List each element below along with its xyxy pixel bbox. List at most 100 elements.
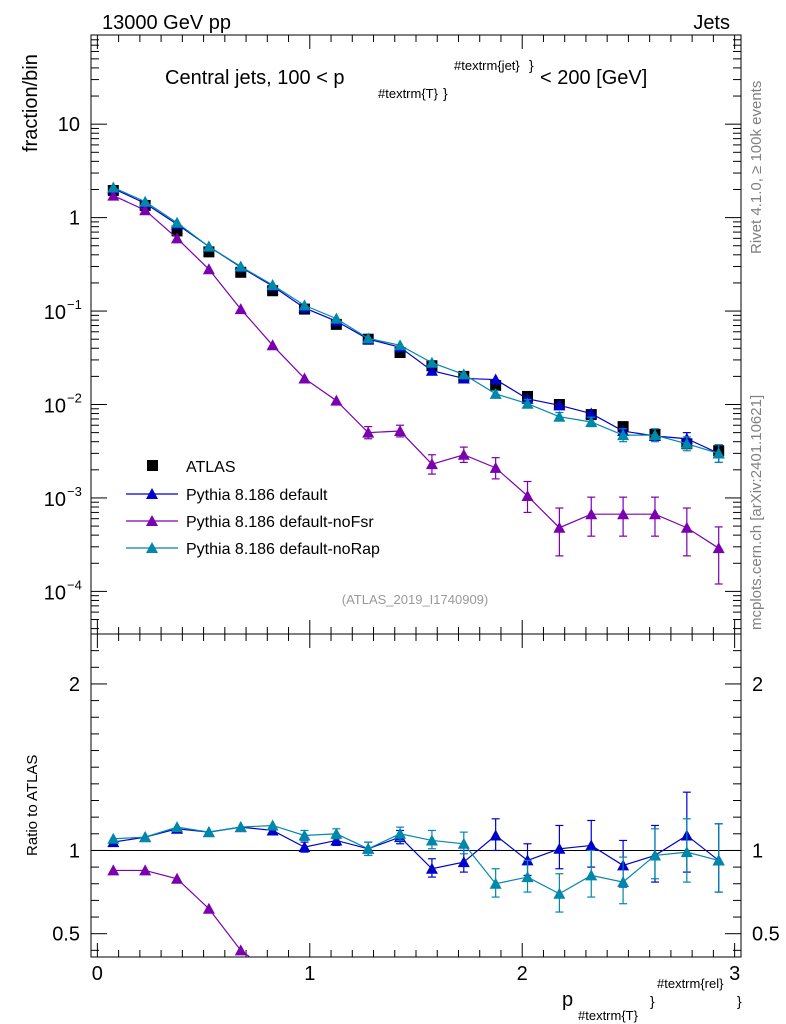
data-point-atlas <box>490 379 502 391</box>
title-text: Central jets, 100 < p <box>165 67 345 89</box>
y-tick-exponent: −3 <box>67 484 82 499</box>
ratio-marker-noRap <box>648 849 661 861</box>
ratio-marker-noFsr <box>617 992 629 1003</box>
energy-label: 13000 GeV pp <box>102 12 231 34</box>
y-tick-exponent: −2 <box>67 391 82 406</box>
marker-noFsr <box>425 458 438 470</box>
svg-text:}: } <box>443 85 448 101</box>
legend-item-default: Pythia 8.186 default <box>126 487 328 504</box>
process-label: Jets <box>693 12 730 34</box>
x-axis-label: p #textrm{T} #textrm{rel} } } <box>562 976 742 1023</box>
marker-noFsr <box>712 542 725 554</box>
ratio-marker-default <box>553 842 566 854</box>
legend-label: Pythia 8.186 default <box>186 487 328 504</box>
legend-marker-triangle <box>146 515 158 526</box>
marker-noFsr <box>457 448 470 460</box>
marker-noFsr <box>330 394 343 406</box>
marker-noFsr <box>171 232 184 244</box>
series-line-default <box>113 187 719 454</box>
ratio-marker-noFsr <box>585 997 597 1008</box>
marker-noFsr <box>234 303 247 315</box>
ratio-marker-default <box>585 839 598 851</box>
ratio-marker-noFsr <box>394 988 406 999</box>
ratio-y-tick-label: 1 <box>69 840 80 862</box>
ratio-marker-noFsr <box>362 994 374 1005</box>
ratio-y-tick-label: 2 <box>69 674 80 696</box>
marker-noRap <box>394 339 407 351</box>
ratio-marker-noRap <box>425 834 438 846</box>
marker-default <box>585 407 598 419</box>
ratio-y-tick-label-right: 2 <box>752 674 763 696</box>
marker-noRap <box>139 195 152 207</box>
ratio-marker-default <box>489 829 502 841</box>
ratio-marker-noRap <box>266 819 279 831</box>
ratio-marker-noRap <box>553 887 566 899</box>
ratio-y-axis-label: Ratio to ATLAS <box>24 755 41 856</box>
ratio-marker-noFsr <box>171 872 184 884</box>
title-superscript: #textrm{jet} <box>454 58 520 73</box>
title-subscript: #textrm{T} <box>378 86 439 101</box>
ratio-marker-noRap <box>107 832 120 844</box>
series-data <box>107 185 725 457</box>
svg-text:}: } <box>737 993 742 1009</box>
ratio-marker-default <box>425 862 438 874</box>
marker-noRap <box>330 312 343 324</box>
ratio-marker-noRap <box>712 854 725 866</box>
ratio-y-tick-label-right: 1 <box>752 840 763 862</box>
marker-noRap <box>648 429 661 441</box>
ratio-marker-noRap <box>171 821 184 833</box>
y-tick-label: 10 <box>44 489 66 511</box>
svg-text:}: } <box>529 57 534 73</box>
svg-text:}: } <box>650 993 655 1009</box>
ratio-marker-noFsr <box>202 902 215 914</box>
marker-noFsr <box>266 339 279 351</box>
ratio-line-noFsr <box>113 869 251 957</box>
y-tick-label: 10 <box>44 302 66 324</box>
analysis-watermark: (ATLAS_2019_I1740909) <box>342 592 488 607</box>
y-axis-label: fraction/bin <box>20 54 42 152</box>
y-tick-label: 10 <box>44 396 66 418</box>
legend-marker-square <box>147 460 158 471</box>
ratio-marker-noRap <box>234 821 247 833</box>
marker-noRap <box>457 368 470 380</box>
series-line-noRap <box>113 186 719 454</box>
y-tick-label: 1 <box>69 208 80 230</box>
legend-label: Pythia 8.186 default-noRap <box>186 541 380 558</box>
marker-noFsr <box>394 425 407 437</box>
marker-noRap <box>617 429 630 441</box>
marker-noFsr <box>617 508 630 520</box>
legend-label: ATLAS <box>186 459 236 476</box>
x-tick-label: 0 <box>92 963 103 985</box>
ratio-marker-noFsr <box>426 996 438 1007</box>
marker-noRap <box>553 410 566 422</box>
marker-noRap <box>425 356 438 368</box>
ratio-plot-frame <box>90 633 742 958</box>
x-label-subscript: #textrm{T} <box>578 1008 639 1023</box>
mcplots-label: mcplots.cern.ch [arXiv:2401.10621] <box>748 395 765 630</box>
marker-default <box>425 364 438 376</box>
legend-marker-triangle <box>146 488 158 499</box>
ratio-series-noFsr <box>107 864 629 1008</box>
series-noRap <box>107 181 725 464</box>
ratio-marker-default <box>330 834 343 846</box>
y-tick-exponent: −4 <box>67 577 82 592</box>
marker-noFsr <box>648 508 661 520</box>
data-point-atlas <box>171 225 183 237</box>
ratio-marker-noRap <box>298 829 311 841</box>
legend: ATLAS Pythia 8.186 default Pythia 8.186 … <box>126 459 380 558</box>
series-noFsr <box>107 189 725 585</box>
ratio-marker-noFsr <box>458 987 470 998</box>
marker-noFsr <box>362 426 375 438</box>
marker-noFsr <box>553 521 566 533</box>
x-tick-label: 1 <box>304 963 315 985</box>
ratio-marker-noRap <box>330 827 343 839</box>
ratio-line-noRap <box>113 824 719 895</box>
ratio-marker-noRap <box>680 846 693 858</box>
marker-noRap <box>585 415 598 427</box>
axis-ticks <box>91 34 741 957</box>
ratio-marker-noRap <box>362 842 375 854</box>
marker-noRap <box>489 387 502 399</box>
ratio-marker-noFsr <box>234 944 247 956</box>
marker-noFsr <box>680 521 693 533</box>
